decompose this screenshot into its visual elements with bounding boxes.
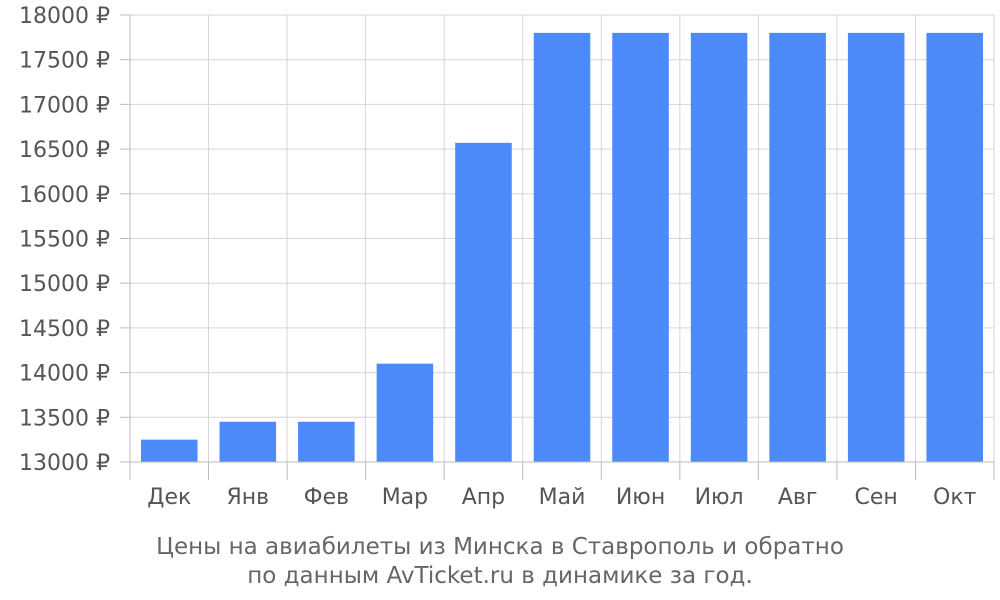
x-axis-labels: Дек Янв Фев Мар Апр Май Июн Июл Авг Сен Окт: [147, 485, 976, 510]
y-tick-label: 18000 ₽: [19, 4, 110, 29]
y-tick-label: 14000 ₽: [19, 362, 110, 387]
bar: [455, 142, 512, 463]
y-axis-labels: 13000 ₽ 13500 ₽ 14000 ₽ 14500 ₽ 15000 ₽ 15500…: [19, 4, 110, 476]
chart-caption-line-1: Цены на авиабилеты из Минска в Ставропол…: [156, 534, 844, 560]
chart-caption-line-2: по данным AvTicket.ru в динамике за год.: [247, 563, 753, 589]
bar-chart: 13000 ₽ 13500 ₽ 14000 ₽ 14500 ₽ 15000 ₽ 15500…: [19, 4, 995, 510]
x-tick-label: Окт: [933, 485, 977, 510]
y-tick-label: 15000 ₽: [19, 272, 110, 297]
bar: [690, 32, 748, 462]
bar: [926, 32, 984, 462]
x-tick-label: Апр: [462, 485, 505, 510]
x-tick-label: Май: [539, 485, 586, 510]
y-tick-label: 17000 ₽: [19, 93, 110, 118]
bar: [533, 32, 591, 462]
x-tick-label: Фев: [304, 485, 349, 510]
bar: [140, 439, 198, 462]
y-tick-label: 14500 ₽: [19, 317, 110, 342]
bar: [769, 32, 826, 462]
x-tick-label: Июл: [695, 485, 744, 510]
y-tick-label: 17500 ₽: [19, 49, 110, 74]
y-tick-label: 16000 ₽: [19, 183, 110, 208]
bar: [219, 421, 277, 462]
bar: [847, 32, 905, 462]
y-tick-label: 15500 ₽: [19, 228, 110, 253]
x-tick-label: Июн: [616, 485, 665, 510]
x-tick-label: Авг: [778, 485, 818, 510]
bar: [376, 363, 434, 462]
x-tick-label: Мар: [382, 485, 428, 510]
x-tick-label: Дек: [147, 485, 191, 510]
y-tick-label: 13500 ₽: [19, 406, 110, 431]
bar: [612, 32, 669, 462]
bars: [140, 32, 984, 463]
x-tick-label: Янв: [226, 485, 269, 510]
axes: [120, 14, 995, 480]
x-tick-label: Сен: [855, 485, 898, 510]
bar: [298, 421, 355, 462]
y-tick-label: 16500 ₽: [19, 138, 110, 163]
y-tick-label: 13000 ₽: [19, 451, 110, 476]
